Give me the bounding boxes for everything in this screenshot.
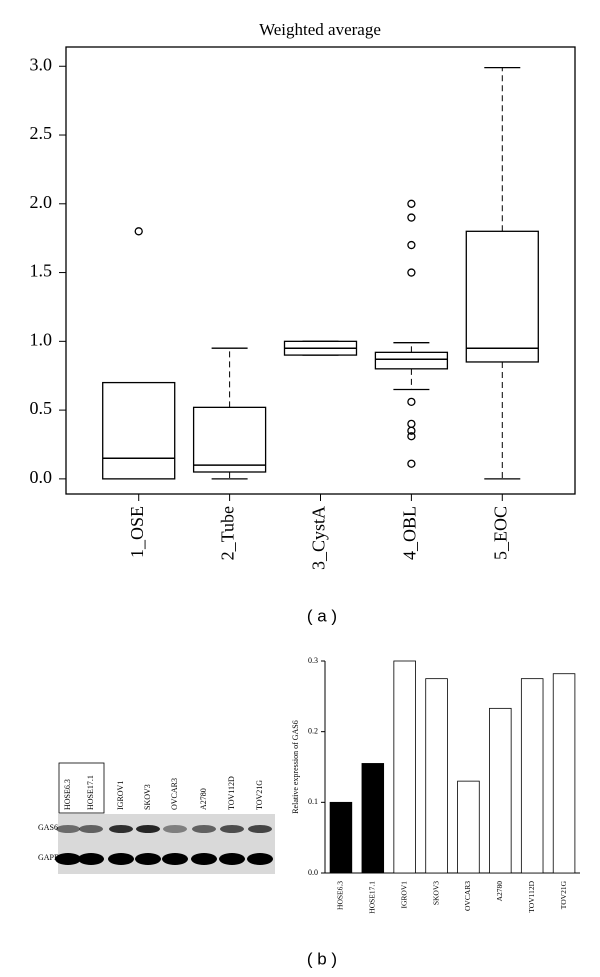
y-tick-label: 0.0 bbox=[308, 868, 318, 877]
y-tick-label: 0.3 bbox=[308, 656, 318, 665]
outlier bbox=[407, 397, 416, 406]
lane-label: TOV21G bbox=[255, 780, 264, 810]
x-tick-label: 5_EOC bbox=[490, 506, 510, 560]
box bbox=[102, 381, 176, 480]
chart-title: Weighted average bbox=[259, 20, 381, 39]
bar bbox=[361, 763, 385, 874]
y-tick-label: 0.0 bbox=[30, 467, 53, 487]
y-tick-label: 2.5 bbox=[30, 123, 53, 143]
x-tick-label: 4_OBL bbox=[400, 506, 420, 560]
x-tick-label: OVCAR3 bbox=[463, 881, 472, 911]
bar bbox=[457, 780, 480, 874]
gas6-band bbox=[192, 825, 216, 833]
y-tick-label: 1.5 bbox=[30, 261, 53, 281]
gas6-band bbox=[56, 825, 80, 833]
gas6-band bbox=[248, 825, 272, 833]
lane-label: SKOV3 bbox=[143, 784, 152, 810]
outlier bbox=[407, 459, 416, 468]
panel-label: ( a ) bbox=[307, 606, 337, 625]
lane-label: HOSE17.1 bbox=[86, 775, 95, 810]
outlier bbox=[407, 199, 416, 208]
gapdh-band bbox=[162, 853, 188, 865]
outlier bbox=[407, 419, 416, 429]
bar bbox=[329, 801, 353, 874]
x-tick-label: IGROV1 bbox=[399, 881, 408, 909]
gas6-band bbox=[79, 825, 103, 833]
outlier bbox=[407, 213, 416, 222]
y-tick-label: 0.2 bbox=[308, 726, 318, 735]
bar bbox=[489, 707, 512, 874]
x-tick-label: SKOV3 bbox=[431, 881, 440, 905]
gapdh-band bbox=[108, 853, 134, 865]
lane-label: OVCAR3 bbox=[170, 778, 179, 810]
y-tick-label: 0.5 bbox=[30, 398, 53, 418]
y-axis-label: Relative expression of GAS6 bbox=[291, 720, 300, 814]
gas6-band bbox=[163, 825, 187, 833]
lane-label: A2780 bbox=[199, 788, 208, 810]
box bbox=[374, 351, 449, 370]
x-tick-label: A2780 bbox=[495, 881, 504, 902]
box bbox=[465, 230, 539, 363]
x-tick-label: 1_OSE bbox=[127, 506, 147, 558]
row-label: GAPDH bbox=[38, 853, 66, 862]
outlier bbox=[134, 227, 143, 236]
outlier bbox=[407, 240, 416, 250]
control-box bbox=[58, 762, 105, 814]
x-tick-label: 3_CystA bbox=[309, 506, 329, 570]
gapdh-band bbox=[135, 853, 161, 865]
box bbox=[192, 406, 267, 473]
gas6-band bbox=[136, 825, 160, 833]
lane-label: HOSE6.3 bbox=[63, 779, 72, 810]
lane-label: TOV112D bbox=[227, 776, 236, 810]
gapdh-band bbox=[191, 853, 217, 865]
outlier bbox=[407, 426, 416, 435]
y-tick-label: 3.0 bbox=[30, 54, 53, 74]
bar bbox=[393, 660, 416, 874]
bar bbox=[425, 678, 448, 874]
blot-bg bbox=[58, 814, 275, 874]
outlier bbox=[407, 268, 416, 277]
y-tick-label: 2.0 bbox=[30, 192, 53, 212]
outlier bbox=[407, 432, 416, 441]
x-tick-label: HOSE17.1 bbox=[368, 881, 377, 914]
y-tick-label: 1.0 bbox=[30, 329, 53, 349]
gapdh-band bbox=[219, 853, 245, 865]
bar bbox=[552, 673, 576, 874]
x-tick-label: HOSE6.3 bbox=[336, 881, 345, 910]
gapdh-band bbox=[55, 853, 81, 865]
gas6-band bbox=[109, 825, 133, 833]
panel-label: ( b ) bbox=[307, 949, 337, 968]
gas6-band bbox=[220, 825, 244, 833]
x-tick-label: TOV112D bbox=[527, 880, 536, 912]
x-tick-label: 2_Tube bbox=[218, 506, 238, 560]
x-tick-label: TOV21G bbox=[559, 880, 568, 909]
gapdh-band bbox=[247, 853, 273, 865]
y-tick-label: 0.1 bbox=[308, 797, 318, 806]
row-label: GAS6 bbox=[38, 823, 58, 832]
bar bbox=[520, 678, 544, 874]
lane-label: IGROV1 bbox=[116, 781, 125, 810]
gapdh-band bbox=[78, 853, 104, 865]
